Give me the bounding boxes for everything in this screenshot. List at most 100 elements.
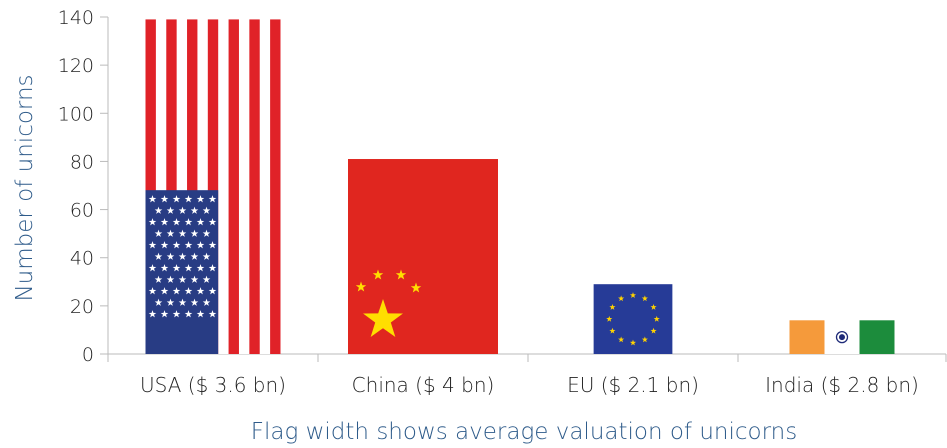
y-tick-label: 80	[70, 151, 94, 173]
usa-flag-star	[160, 287, 169, 295]
usa-flag-star	[208, 287, 217, 295]
usa-flag-star	[178, 206, 187, 214]
usa-flag-star	[166, 298, 175, 306]
usa-flag-star	[172, 310, 181, 318]
bar-china-flag	[348, 159, 498, 354]
eu-flag-star	[650, 304, 657, 310]
usa-flag-star	[160, 310, 169, 318]
usa-flag-star	[184, 195, 193, 203]
usa-flag-star	[148, 218, 157, 226]
usa-flag-star	[184, 218, 193, 226]
china-flag-small-star	[355, 281, 367, 292]
y-tick-label: 20	[70, 296, 94, 318]
eu-flag-star	[653, 315, 660, 322]
usa-flag-star	[154, 252, 163, 260]
usa-flag-canton	[145, 190, 219, 354]
usa-flag-star	[190, 275, 199, 283]
usa-flag-star	[196, 195, 205, 203]
usa-flag-star	[202, 252, 211, 260]
eu-flag-star	[641, 336, 648, 343]
y-tick-label: 0	[82, 344, 94, 366]
y-tick-label: 120	[58, 55, 94, 77]
usa-flag-star	[166, 229, 175, 237]
eu-flag-star	[641, 295, 648, 302]
eu-flag-star	[618, 336, 625, 343]
usa-flag-star	[196, 218, 205, 226]
usa-flag-star	[190, 298, 199, 306]
usa-flag-star	[196, 310, 205, 318]
usa-flag-star	[172, 241, 181, 249]
y-axis: 0 20 40 60 80 100 120 140	[58, 7, 109, 366]
usa-flag-star	[208, 195, 217, 203]
usa-flag-star	[160, 195, 169, 203]
y-tick-label: 100	[58, 103, 94, 125]
usa-flag-star	[202, 275, 211, 283]
usa-flag-star	[172, 195, 181, 203]
usa-flag-stripe	[228, 19, 239, 355]
usa-flag-star	[172, 264, 181, 272]
x-category-label: India ($ 2.8 bn)	[765, 373, 919, 397]
eu-flag-star	[629, 292, 637, 298]
usa-flag-star	[148, 310, 157, 318]
usa-flag-star	[148, 241, 157, 249]
bar-usa-flag	[145, 19, 281, 355]
x-category-label: China ($ 4 bn)	[352, 373, 495, 397]
usa-flag-star	[148, 264, 157, 272]
china-flag-small-star	[395, 269, 407, 280]
usa-flag-star	[190, 206, 199, 214]
usa-flag-stripe	[145, 19, 156, 355]
india-flag-saffron-band	[789, 320, 825, 354]
eu-flag-star	[629, 339, 637, 346]
usa-flag-star	[160, 264, 169, 272]
usa-flag-star	[166, 275, 175, 283]
usa-flag-star	[208, 310, 217, 318]
usa-flag-star	[148, 287, 157, 295]
usa-flag-star	[190, 252, 199, 260]
usa-flag-star	[160, 241, 169, 249]
x-category-label: USA ($ 3.6 bn)	[140, 373, 286, 397]
usa-flag-star	[208, 241, 217, 249]
y-tick-label: 60	[70, 200, 94, 222]
usa-flag-star	[178, 298, 187, 306]
china-flag-small-star	[410, 282, 422, 293]
usa-flag-star	[172, 218, 181, 226]
usa-flag-star	[184, 241, 193, 249]
eu-flag-star	[606, 315, 613, 322]
x-category-label: EU ($ 2.1 bn)	[567, 373, 699, 397]
usa-flag-star	[148, 195, 157, 203]
usa-flag-star	[196, 264, 205, 272]
x-axis	[107, 353, 947, 362]
usa-flag-star	[184, 310, 193, 318]
eu-flag-star	[609, 327, 616, 334]
india-flag-green-band	[859, 320, 895, 354]
usa-flag-stripe	[207, 19, 219, 355]
y-axis-title: Number of unicorns	[12, 74, 38, 301]
usa-flag-star	[166, 206, 175, 214]
usa-flag-star	[178, 252, 187, 260]
category-labels: USA ($ 3.6 bn) China ($ 4 bn) EU ($ 2.1 bn…	[140, 373, 919, 397]
usa-flag-star	[166, 252, 175, 260]
usa-flag-star	[184, 287, 193, 295]
y-tick-label: 40	[70, 248, 94, 270]
x-axis-title: Flag width shows average valuation of un…	[251, 419, 797, 445]
usa-flag-star	[172, 287, 181, 295]
china-flag-field	[348, 159, 498, 354]
usa-flag-star	[154, 298, 163, 306]
bar-india-flag	[789, 320, 895, 354]
usa-flag-star	[202, 298, 211, 306]
usa-flag-stripe	[166, 19, 177, 355]
usa-flag-star	[154, 229, 163, 237]
usa-flag-star	[202, 206, 211, 214]
usa-flag-star	[208, 218, 217, 226]
usa-flag-star	[178, 229, 187, 237]
ashoka-chakra-icon	[835, 330, 849, 344]
china-flag-small-star	[372, 269, 384, 280]
bar-eu-flag	[593, 284, 673, 354]
usa-flag-star	[202, 229, 211, 237]
usa-flag-stripe	[270, 19, 281, 355]
usa-flag-star	[178, 275, 187, 283]
usa-flag-star	[196, 241, 205, 249]
usa-flag-star	[208, 264, 217, 272]
usa-flag-star	[160, 218, 169, 226]
